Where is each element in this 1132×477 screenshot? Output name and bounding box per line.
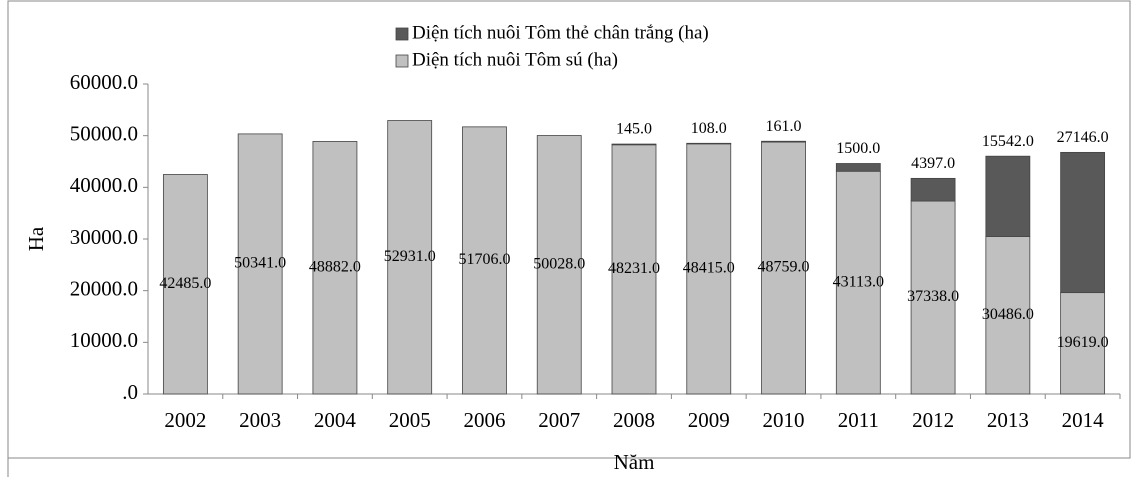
data-label: 42485.0	[159, 275, 211, 292]
x-tick-label: 2007	[538, 408, 580, 432]
bar	[1060, 292, 1106, 395]
bar	[1060, 151, 1106, 294]
x-tick-label: 2010	[763, 408, 805, 432]
data-label: 37338.0	[907, 288, 959, 305]
y-tick-label: 60000.0	[70, 70, 138, 94]
y-axis-label: Ha	[24, 226, 48, 251]
bar	[611, 144, 657, 395]
data-label: 15542.0	[982, 133, 1034, 150]
y-tick-label: .0	[122, 380, 138, 404]
bar	[462, 126, 507, 395]
data-label: 161.0	[766, 118, 802, 135]
x-tick-label: 2012	[912, 408, 954, 432]
legend-label: Diện tích nuôi Tôm thẻ chân trắng (ha)	[412, 22, 709, 43]
bar	[387, 120, 433, 395]
bar	[162, 174, 208, 395]
x-tick-label: 2011	[838, 408, 879, 432]
data-label: 1500.0	[836, 140, 880, 157]
bar	[312, 141, 358, 395]
x-tick-label: 2009	[688, 408, 730, 432]
y-tick-label: 20000.0	[70, 276, 138, 300]
x-tick-label: 2013	[987, 408, 1029, 432]
data-label: 51706.0	[458, 251, 510, 268]
y-tick-label: 30000.0	[70, 225, 138, 249]
data-label: 27146.0	[1057, 129, 1109, 146]
data-label: 48759.0	[758, 259, 810, 276]
x-tick-label: 2006	[463, 408, 505, 432]
data-label: 108.0	[691, 120, 727, 137]
y-tick-label: 40000.0	[70, 173, 138, 197]
data-label: 52931.0	[384, 248, 436, 265]
x-tick-label: 2014	[1062, 408, 1105, 432]
x-tick-label: 2003	[239, 408, 281, 432]
legend-swatch	[395, 54, 409, 68]
bar	[910, 177, 956, 202]
legend-label: Diện tích nuôi Tôm sú (ha)	[412, 49, 618, 70]
bar	[611, 143, 657, 146]
bar	[761, 140, 806, 143]
data-label: 48231.0	[608, 260, 660, 277]
data-label: 145.0	[616, 121, 652, 138]
data-label: 48415.0	[683, 260, 735, 277]
x-axis-label: Năm	[614, 450, 655, 474]
bar	[686, 143, 732, 395]
bar	[686, 142, 732, 145]
bar	[835, 163, 881, 172]
chart-frame	[7, 0, 1131, 477]
y-tick-label: 50000.0	[70, 121, 138, 145]
bar	[761, 141, 806, 395]
x-tick-label: 2004	[314, 408, 357, 432]
x-tick-label: 2005	[389, 408, 431, 432]
data-label: 50028.0	[533, 255, 585, 272]
x-tick-label: 2008	[613, 408, 655, 432]
legend-swatch	[395, 27, 409, 41]
data-label: 4397.0	[911, 155, 955, 172]
bar	[835, 170, 881, 395]
data-label: 48882.0	[309, 258, 361, 275]
y-tick-label: 10000.0	[70, 328, 138, 352]
bar	[985, 155, 1031, 237]
data-label: 19619.0	[1057, 334, 1109, 351]
data-label: 43113.0	[833, 273, 884, 290]
bar	[536, 135, 582, 395]
bar	[237, 133, 283, 395]
x-tick-label: 2002	[164, 408, 206, 432]
data-label: 50341.0	[234, 255, 286, 272]
data-label: 30486.0	[982, 306, 1034, 323]
